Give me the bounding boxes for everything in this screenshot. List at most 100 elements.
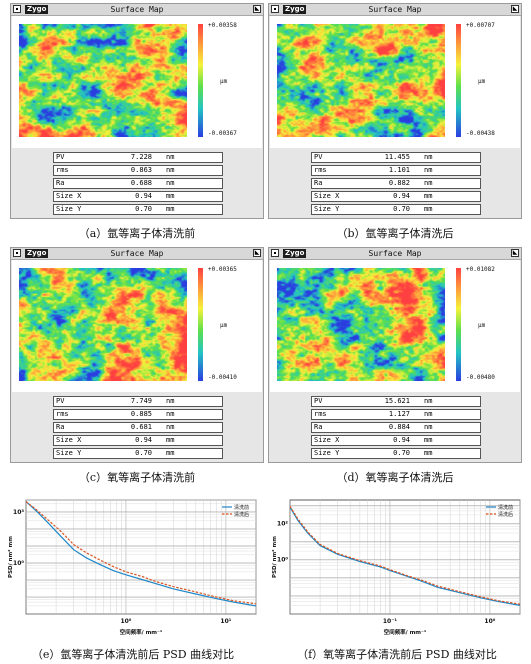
window-title: Surface Map: [368, 5, 422, 14]
stat-unit: mm: [166, 449, 175, 457]
plot-area: [289, 499, 521, 615]
x-axis-label: 空间频率/ mm⁻¹: [120, 628, 163, 636]
scale-min-label: -0.00480: [466, 374, 495, 381]
color-scale-bar: [456, 24, 461, 137]
caption-a: （a）氩等离子体清洗前: [78, 227, 196, 240]
stat-name: Size Y: [56, 449, 82, 457]
stat-row-pv: PV 15.621 nm: [311, 396, 481, 407]
stat-value: 11.455: [384, 153, 410, 161]
stat-name: Ra: [56, 179, 65, 187]
window-menu-icon[interactable]: [13, 5, 21, 13]
stat-row-ra: Ra 0.882 nm: [311, 178, 481, 189]
stat-name: Size X: [56, 436, 82, 444]
stat-row-size-y: Size Y 0.70 mm: [53, 204, 223, 215]
window-title: Surface Map: [110, 249, 164, 258]
stat-row-size-y: Size Y 0.70 mm: [311, 204, 481, 215]
stat-unit: nm: [166, 153, 175, 161]
window-titlebar: Zygo Surface Map ◣: [269, 248, 521, 260]
series-line-after: [289, 505, 521, 605]
stat-value: 0.70: [393, 449, 410, 457]
stat-value: 0.70: [135, 205, 152, 213]
stats-table: PV 7.228 nm rms 0.863 nm Ra 0.688 nm Size X 0.9…: [53, 152, 223, 217]
caption-e: （e）氩等离子体清洗前后 PSD 曲线对比: [31, 648, 235, 661]
surface-map-window-b: Zygo Surface Map ◣ +0.00707 μm -0.00438 …: [268, 3, 522, 219]
window-menu-icon[interactable]: [271, 249, 279, 257]
window-menu-icon[interactable]: [13, 249, 21, 257]
stat-row-pv: PV 7.228 nm: [53, 152, 223, 163]
stat-unit: mm: [424, 436, 433, 444]
stat-value: 0.94: [135, 192, 152, 200]
stat-unit: nm: [424, 153, 433, 161]
x-tick-label: 10⁻¹: [383, 618, 398, 625]
stat-name: Size X: [56, 192, 82, 200]
window-resize-icon[interactable]: ◣: [253, 249, 261, 257]
legend-entry: 清洗前: [234, 504, 249, 511]
stat-unit: nm: [424, 410, 433, 418]
stat-value: 0.863: [130, 166, 152, 174]
stat-unit: nm: [166, 166, 175, 174]
stat-unit: mm: [166, 192, 175, 200]
window-resize-icon[interactable]: ◣: [511, 5, 519, 13]
scale-max-label: +0.01082: [466, 266, 495, 273]
surface-map-image: [19, 268, 187, 381]
map-area: +0.01082 μm -0.00480: [270, 260, 520, 392]
series-line-before: [25, 501, 257, 607]
stat-value: 0.882: [388, 179, 410, 187]
stat-name: Size Y: [314, 205, 340, 213]
stat-row-size-y: Size Y 0.70 mm: [53, 448, 223, 459]
stat-unit: mm: [424, 205, 433, 213]
stat-name: rms: [56, 410, 69, 418]
window-resize-icon[interactable]: ◣: [511, 249, 519, 257]
stat-row-rms: rms 1.101 nm: [311, 165, 481, 176]
stat-name: PV: [56, 397, 65, 405]
stat-unit: nm: [424, 166, 433, 174]
stat-value: 7.749: [130, 397, 152, 405]
stats-table: PV 15.621 nm rms 1.127 nm Ra 0.884 nm Size X 0.…: [311, 396, 481, 461]
surface-map-window-d: Zygo Surface Map ◣ +0.01082 μm -0.00480 …: [268, 247, 522, 463]
stat-name: PV: [314, 397, 323, 405]
window-titlebar: Zygo Surface Map ◣: [11, 248, 263, 260]
stat-row-size-x: Size X 0.94 mm: [53, 191, 223, 202]
stat-row-ra: Ra 0.688 nm: [53, 178, 223, 189]
color-scale-bar: [456, 268, 461, 381]
stat-row-pv: PV 7.749 nm: [53, 396, 223, 407]
surface-map-window-a: Zygo Surface Map ◣ +0.00358 μm -0.00367 …: [10, 3, 264, 219]
stat-name: rms: [314, 166, 327, 174]
stat-value: 0.884: [388, 423, 410, 431]
stat-name: Size X: [314, 436, 340, 444]
map-area: +0.00365 μm -0.00410: [12, 260, 262, 392]
y-tick-label: 10³: [13, 509, 24, 516]
stat-unit: mm: [166, 436, 175, 444]
series-line-before: [289, 506, 521, 606]
window-titlebar: Zygo Surface Map ◣: [11, 4, 263, 16]
scale-min-label: -0.00410: [208, 374, 237, 381]
stat-value: 0.94: [393, 192, 410, 200]
stat-name: Ra: [314, 179, 323, 187]
surface-map-image: [277, 268, 445, 381]
window-menu-icon[interactable]: [271, 5, 279, 13]
surface-map-image: [19, 24, 187, 137]
x-axis-label: 空间频率/ mm⁻¹: [384, 628, 427, 636]
legend-entry: 清洗后: [498, 511, 513, 518]
stat-name: Size Y: [314, 449, 340, 457]
x-tick-label: 10⁰: [484, 618, 495, 625]
scale-unit-label: μm: [220, 322, 228, 329]
scale-min-label: -0.00367: [208, 130, 237, 137]
stat-unit: mm: [424, 449, 433, 457]
zygo-logo: Zygo: [25, 249, 49, 258]
stat-unit: nm: [166, 410, 175, 418]
window-resize-icon[interactable]: ◣: [253, 5, 261, 13]
scale-unit-label: μm: [220, 78, 228, 85]
surface-map-window-c: Zygo Surface Map ◣ +0.00365 μm -0.00410 …: [10, 247, 264, 463]
stat-value: 7.228: [130, 153, 152, 161]
stat-unit: nm: [424, 179, 433, 187]
color-scale-bar: [198, 268, 203, 381]
stat-value: 0.688: [130, 179, 152, 187]
scale-max-label: +0.00707: [466, 22, 495, 29]
stat-name: Ra: [314, 423, 323, 431]
zygo-logo: Zygo: [25, 5, 49, 14]
stat-row-rms: rms 0.863 nm: [53, 165, 223, 176]
stat-row-rms: rms 0.885 nm: [53, 409, 223, 420]
